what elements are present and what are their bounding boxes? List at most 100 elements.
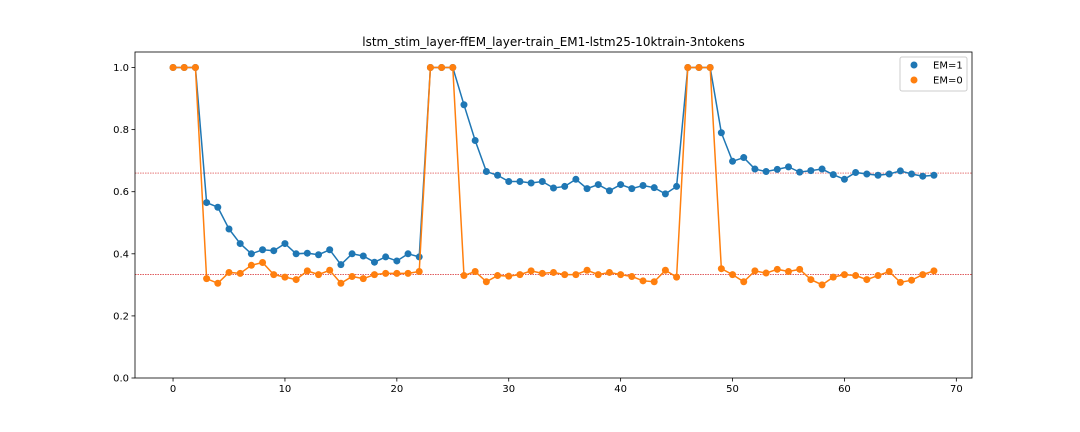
data-point xyxy=(919,172,927,180)
data-point xyxy=(471,136,479,144)
data-point xyxy=(550,184,557,192)
data-point xyxy=(561,271,569,279)
data-point xyxy=(773,265,781,273)
data-point xyxy=(359,275,367,283)
chart-title: lstm_stim_layer-ffEM_layer-train_EM1-lst… xyxy=(362,35,744,49)
data-point xyxy=(270,247,278,255)
data-point xyxy=(449,64,457,72)
data-point xyxy=(908,170,916,178)
data-point xyxy=(438,64,446,72)
plot-frame xyxy=(134,51,973,379)
data-point xyxy=(382,253,390,261)
data-point xyxy=(583,266,591,274)
data-point xyxy=(896,167,904,175)
data-point xyxy=(706,64,714,72)
data-point xyxy=(404,269,412,277)
data-point xyxy=(930,267,938,275)
data-point xyxy=(516,271,524,279)
data-point xyxy=(538,269,546,277)
data-point xyxy=(874,272,882,280)
data-point xyxy=(191,64,199,72)
data-point xyxy=(527,179,535,187)
data-point xyxy=(270,271,278,279)
data-point xyxy=(807,167,815,175)
x-tick-label: 10 xyxy=(279,384,292,395)
data-point xyxy=(214,279,222,287)
data-point xyxy=(247,250,255,258)
data-point xyxy=(717,129,725,137)
legend-label-em0: EM=0 xyxy=(933,76,963,87)
data-point xyxy=(762,168,770,176)
data-point xyxy=(762,269,770,277)
data-point xyxy=(281,240,289,248)
data-point xyxy=(829,273,837,281)
data-point xyxy=(852,272,860,280)
data-point xyxy=(729,157,737,165)
data-point xyxy=(930,171,938,179)
data-point xyxy=(796,168,804,176)
data-point xyxy=(617,181,625,189)
data-point xyxy=(740,154,748,162)
data-point xyxy=(628,185,636,193)
data-point xyxy=(919,271,927,279)
data-point xyxy=(852,168,860,176)
axes: 0 10 20 30 40 50 60 70 0.0 0.2 0.4 0.6 0.8 1.0 xyxy=(113,63,963,395)
data-point xyxy=(796,265,804,273)
y-tick-label: 0.0 xyxy=(113,374,129,385)
data-point xyxy=(348,250,356,258)
data-point xyxy=(203,199,211,207)
x-tick-label: 30 xyxy=(502,384,515,395)
data-point xyxy=(169,64,177,72)
data-point xyxy=(326,246,334,254)
data-point xyxy=(829,171,837,179)
data-point xyxy=(605,187,613,195)
data-point xyxy=(505,177,513,185)
data-point xyxy=(784,163,792,171)
data-point xyxy=(505,272,513,280)
data-point xyxy=(673,182,681,190)
data-point xyxy=(583,185,591,193)
data-point xyxy=(527,267,535,275)
data-point xyxy=(370,271,378,279)
data-point xyxy=(661,190,669,198)
data-point xyxy=(225,225,233,233)
y-tick-label: 1.0 xyxy=(113,63,129,74)
data-point xyxy=(661,266,669,274)
data-point xyxy=(863,170,871,178)
x-tick-label: 40 xyxy=(614,384,627,395)
data-point xyxy=(538,177,546,185)
series-1 xyxy=(169,64,938,289)
series-0 xyxy=(169,64,938,269)
data-point xyxy=(684,64,692,72)
data-point xyxy=(494,272,502,280)
data-point xyxy=(594,181,602,189)
data-point xyxy=(639,182,647,190)
data-point xyxy=(751,165,759,173)
data-point xyxy=(908,276,916,284)
data-point xyxy=(259,246,267,254)
data-point xyxy=(337,279,345,287)
data-point xyxy=(863,276,871,284)
data-point xyxy=(717,265,725,273)
data-point xyxy=(225,268,233,276)
data-point xyxy=(639,277,647,285)
data-point xyxy=(840,271,848,279)
data-point xyxy=(885,268,893,276)
data-point xyxy=(572,175,580,183)
data-point xyxy=(236,240,244,248)
data-point xyxy=(426,64,434,72)
x-tick-label: 70 xyxy=(950,384,963,395)
data-point xyxy=(594,271,602,279)
data-point xyxy=(415,253,423,261)
data-point xyxy=(605,268,613,276)
data-point xyxy=(650,278,658,286)
data-point xyxy=(259,259,267,267)
data-point xyxy=(348,272,356,280)
data-point xyxy=(292,276,300,284)
data-point xyxy=(247,261,255,269)
data-point xyxy=(281,273,289,281)
x-tick-label: 0 xyxy=(170,384,176,395)
data-point xyxy=(214,203,222,211)
y-tick-label: 0.2 xyxy=(113,311,129,322)
